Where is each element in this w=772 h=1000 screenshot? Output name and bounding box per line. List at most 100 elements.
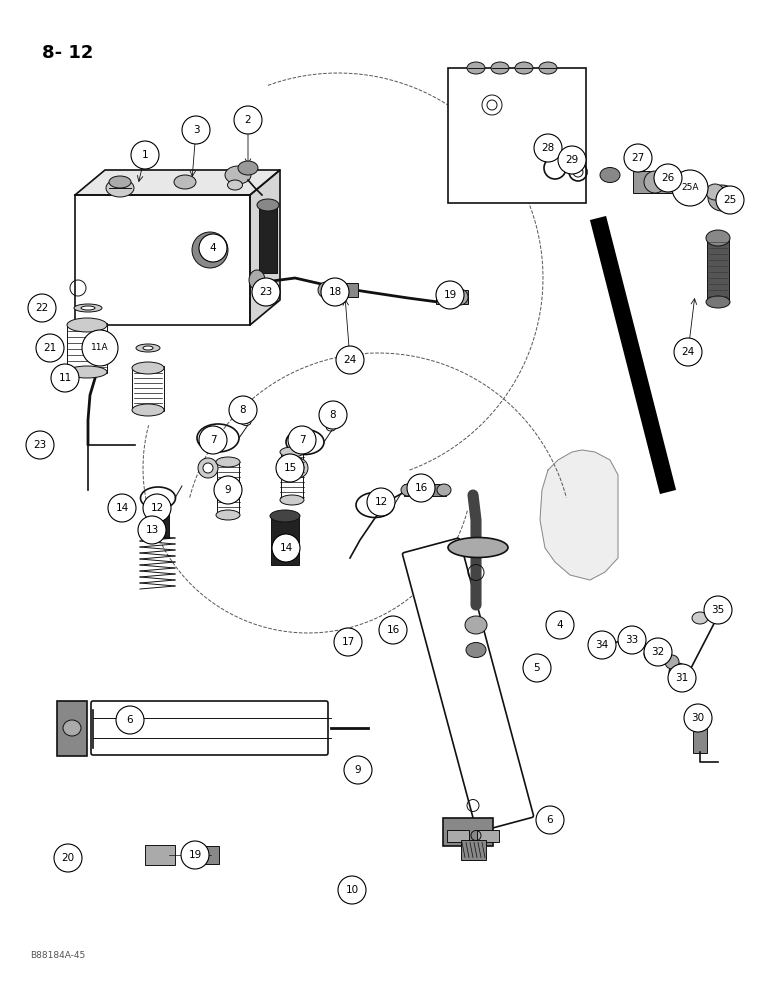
Circle shape (716, 186, 744, 214)
Text: 26: 26 (662, 173, 675, 183)
Ellipse shape (491, 62, 509, 74)
Ellipse shape (216, 510, 240, 520)
Text: 14: 14 (279, 543, 293, 553)
Ellipse shape (216, 457, 240, 467)
Text: 24: 24 (682, 347, 695, 357)
Ellipse shape (67, 318, 107, 332)
Bar (436, 290, 468, 304)
Ellipse shape (708, 185, 736, 211)
Circle shape (276, 454, 304, 482)
Ellipse shape (225, 166, 251, 184)
Circle shape (523, 654, 551, 682)
Ellipse shape (706, 296, 730, 308)
Ellipse shape (706, 230, 730, 246)
Circle shape (116, 706, 144, 734)
Text: 21: 21 (43, 343, 56, 353)
Circle shape (229, 396, 257, 424)
Ellipse shape (146, 499, 170, 509)
Polygon shape (540, 450, 618, 580)
Circle shape (536, 806, 564, 834)
Text: 28: 28 (541, 143, 554, 153)
Text: 15: 15 (283, 463, 296, 473)
Ellipse shape (661, 174, 679, 190)
Circle shape (321, 278, 349, 306)
Circle shape (28, 294, 56, 322)
Ellipse shape (270, 510, 300, 522)
Circle shape (684, 704, 712, 732)
Circle shape (182, 116, 210, 144)
Circle shape (588, 631, 616, 659)
Bar (323, 283, 357, 297)
Text: 27: 27 (631, 153, 645, 163)
Text: 2: 2 (245, 115, 252, 125)
Text: 35: 35 (711, 605, 725, 615)
Circle shape (674, 338, 702, 366)
Circle shape (654, 164, 682, 192)
Text: 10: 10 (345, 885, 358, 895)
Circle shape (334, 628, 362, 656)
Ellipse shape (720, 198, 736, 212)
Ellipse shape (106, 179, 134, 197)
Bar (707, 237, 729, 302)
Text: 8: 8 (239, 405, 246, 415)
Circle shape (272, 534, 300, 562)
Ellipse shape (706, 184, 724, 200)
Text: 4: 4 (557, 620, 564, 630)
Circle shape (200, 240, 220, 260)
Text: 19: 19 (443, 290, 456, 300)
Text: 9: 9 (225, 485, 232, 495)
Text: 4: 4 (210, 243, 216, 253)
Text: B88184A-45: B88184A-45 (30, 951, 85, 960)
Text: 13: 13 (145, 525, 158, 535)
Bar (404, 484, 446, 496)
Bar (259, 203, 277, 273)
Circle shape (54, 844, 82, 872)
Ellipse shape (228, 180, 242, 190)
Text: 24: 24 (344, 355, 357, 365)
Text: 14: 14 (115, 503, 129, 513)
Ellipse shape (280, 495, 304, 505)
Ellipse shape (692, 707, 708, 717)
Ellipse shape (600, 167, 620, 182)
Ellipse shape (132, 404, 164, 416)
Circle shape (143, 494, 171, 522)
Ellipse shape (694, 711, 706, 719)
Circle shape (344, 756, 372, 784)
Circle shape (338, 876, 366, 904)
Bar (271, 515, 299, 565)
Text: 8- 12: 8- 12 (42, 44, 93, 62)
Ellipse shape (452, 289, 468, 305)
Circle shape (192, 232, 228, 268)
Circle shape (36, 334, 64, 362)
Ellipse shape (63, 720, 81, 736)
Bar (477, 830, 499, 842)
Circle shape (214, 476, 242, 504)
Polygon shape (75, 170, 280, 195)
FancyBboxPatch shape (448, 68, 586, 203)
Text: 11A: 11A (91, 344, 109, 353)
Text: 11: 11 (59, 373, 72, 383)
Ellipse shape (318, 282, 334, 298)
Ellipse shape (401, 484, 415, 496)
Bar (632, 171, 678, 193)
Circle shape (26, 431, 54, 459)
Ellipse shape (249, 270, 265, 290)
Ellipse shape (515, 62, 533, 74)
Text: 25A: 25A (681, 184, 699, 192)
Ellipse shape (174, 175, 196, 189)
Circle shape (558, 146, 586, 174)
Circle shape (367, 488, 395, 516)
Circle shape (51, 364, 79, 392)
Text: 32: 32 (652, 647, 665, 657)
Circle shape (534, 134, 562, 162)
Ellipse shape (132, 362, 164, 374)
Ellipse shape (644, 646, 660, 662)
Ellipse shape (669, 663, 687, 681)
Bar (281, 451, 303, 499)
Circle shape (624, 144, 652, 172)
Circle shape (319, 401, 347, 429)
Circle shape (704, 596, 732, 624)
Bar (217, 460, 239, 516)
Bar (693, 708, 707, 752)
Text: 12: 12 (374, 497, 388, 507)
